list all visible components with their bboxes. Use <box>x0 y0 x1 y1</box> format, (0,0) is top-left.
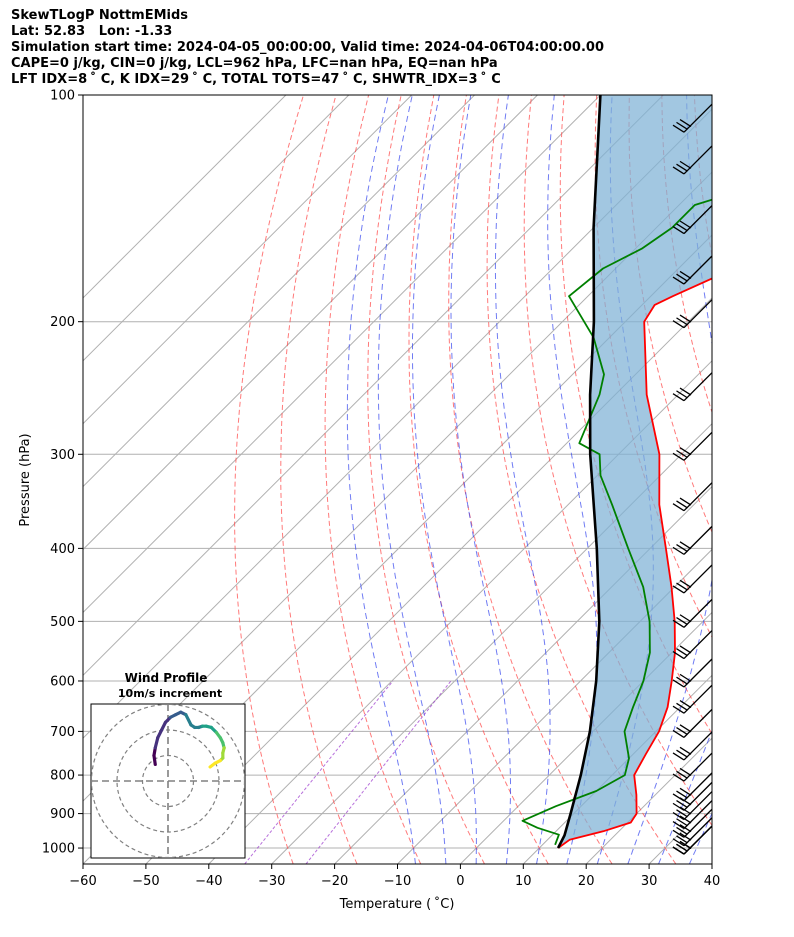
wind-barbs-layer <box>672 103 713 855</box>
isotherm-line <box>83 95 538 551</box>
wind-barb <box>672 630 713 660</box>
moist-adiabat <box>412 95 477 864</box>
isotherm-line <box>145 297 712 864</box>
x-tick-label: −20 <box>321 874 348 889</box>
isotherm-line <box>334 485 712 864</box>
axes-layer: −60 −50 −40 −30 −20 −10 0 10 20 30 40 1000 900 800 700… <box>42 89 720 890</box>
hodograph-layer: Wind Profile 10m/s increment <box>90 671 246 859</box>
mixing-ratio-line <box>244 680 394 864</box>
wind-barb <box>672 255 713 285</box>
wind-barb <box>672 598 713 628</box>
x-tick-label: −10 <box>384 874 411 889</box>
series-layer <box>521 95 712 849</box>
moist-adiabat <box>450 95 511 864</box>
dry-adiabat <box>661 95 712 414</box>
wind-barb <box>672 752 713 782</box>
isotherm-line <box>83 95 350 362</box>
wind-barb <box>672 800 713 830</box>
wind-barb <box>672 525 713 555</box>
mixing-ratio-line <box>305 680 452 864</box>
x-tick-label: 30 <box>641 874 658 889</box>
x-tick-label: −50 <box>132 874 159 889</box>
wind-barb <box>672 825 713 855</box>
wind-barb <box>672 684 713 714</box>
isotherm-line <box>83 95 475 488</box>
wind-barb <box>672 808 713 838</box>
isotherm-line <box>83 95 601 614</box>
wind-barb <box>672 772 713 802</box>
wind-barb <box>672 205 713 235</box>
wind-barb <box>672 708 713 738</box>
x-axis-label: Temperature ( ˚C) <box>339 896 455 912</box>
hodograph-segment <box>208 761 217 769</box>
parcel-line <box>556 95 602 849</box>
moist-adiabat <box>346 95 416 864</box>
x-tick-label: 40 <box>704 874 721 889</box>
moist-adiabat <box>377 95 447 864</box>
x-tick-label: 20 <box>578 874 595 889</box>
dry-adiabat <box>448 95 613 864</box>
wind-barb <box>672 299 713 329</box>
y-tick-label: 300 <box>50 448 75 463</box>
temperature-line <box>557 277 712 849</box>
y-tick-label: 400 <box>50 542 75 557</box>
dry-adiabat <box>324 95 422 864</box>
dry-adiabat <box>559 95 712 735</box>
wind-barb <box>672 103 713 133</box>
isotherm-line <box>83 95 413 425</box>
hodograph-title: Wind Profile <box>125 671 208 685</box>
dry-adiabat <box>367 95 485 864</box>
dry-adiabat <box>727 95 794 864</box>
chart-header: SkewTLogP NottmEMids Lat: 52.83 Lon: -1.… <box>11 8 604 88</box>
y-tick-label: 500 <box>50 615 75 630</box>
x-tick-label: 0 <box>456 874 464 889</box>
wind-barb <box>672 825 713 855</box>
y-tick-label: 200 <box>50 315 75 330</box>
y-tick-label: 700 <box>50 725 75 740</box>
isotherm-line <box>83 95 287 299</box>
hodograph-segment <box>184 713 193 727</box>
x-tick-label: −40 <box>195 874 222 889</box>
chart-title: SkewTLogP NottmEMids <box>11 8 189 23</box>
cape-text: CAPE=0 j/kg, CIN=0 j/kg, LCL=962 hPa, LF… <box>11 56 498 71</box>
wind-barb <box>672 825 713 855</box>
location-text: Lat: 52.83 Lon: -1.33 <box>11 24 173 39</box>
y-tick-label: 900 <box>50 807 75 822</box>
isotherm-line <box>271 422 712 864</box>
wind-barb <box>672 564 713 594</box>
dry-adiabat <box>486 95 677 864</box>
isotherm-line <box>397 548 712 864</box>
moist-adiabat <box>494 95 551 864</box>
dry-adiabat <box>234 95 304 864</box>
dry-adiabat <box>408 95 549 864</box>
time-text: Simulation start time: 2024-04-05_00:00:… <box>11 40 604 55</box>
y-tick-label: 800 <box>50 769 75 784</box>
dewpoint-line <box>521 198 712 846</box>
wind-barb <box>672 791 713 821</box>
wind-barb <box>672 658 713 688</box>
index-text: LFT IDX=8 ˚ C, K IDX=29 ˚ C, TOTAL TOTS=… <box>11 72 501 87</box>
wind-barb <box>672 731 713 761</box>
y-tick-label: 100 <box>50 89 75 104</box>
y-tick-label: 1000 <box>42 842 75 857</box>
wind-barb <box>672 431 713 461</box>
dry-adiabat <box>760 95 794 864</box>
x-tick-label: −30 <box>258 874 285 889</box>
y-axis-label: Pressure (hPa) <box>18 433 33 526</box>
wind-barb <box>672 372 713 402</box>
y-tick-label: 600 <box>50 674 75 689</box>
hodograph-segment <box>153 736 160 750</box>
x-tick-label: −60 <box>69 874 96 889</box>
hodograph-subtitle: 10m/s increment <box>118 687 222 700</box>
wind-barb <box>672 482 713 512</box>
isotherm-line <box>83 95 664 677</box>
isotherm-line <box>711 863 712 864</box>
dry-adiabat <box>280 95 358 864</box>
wind-barb <box>672 145 713 175</box>
x-tick-label: 10 <box>515 874 532 889</box>
